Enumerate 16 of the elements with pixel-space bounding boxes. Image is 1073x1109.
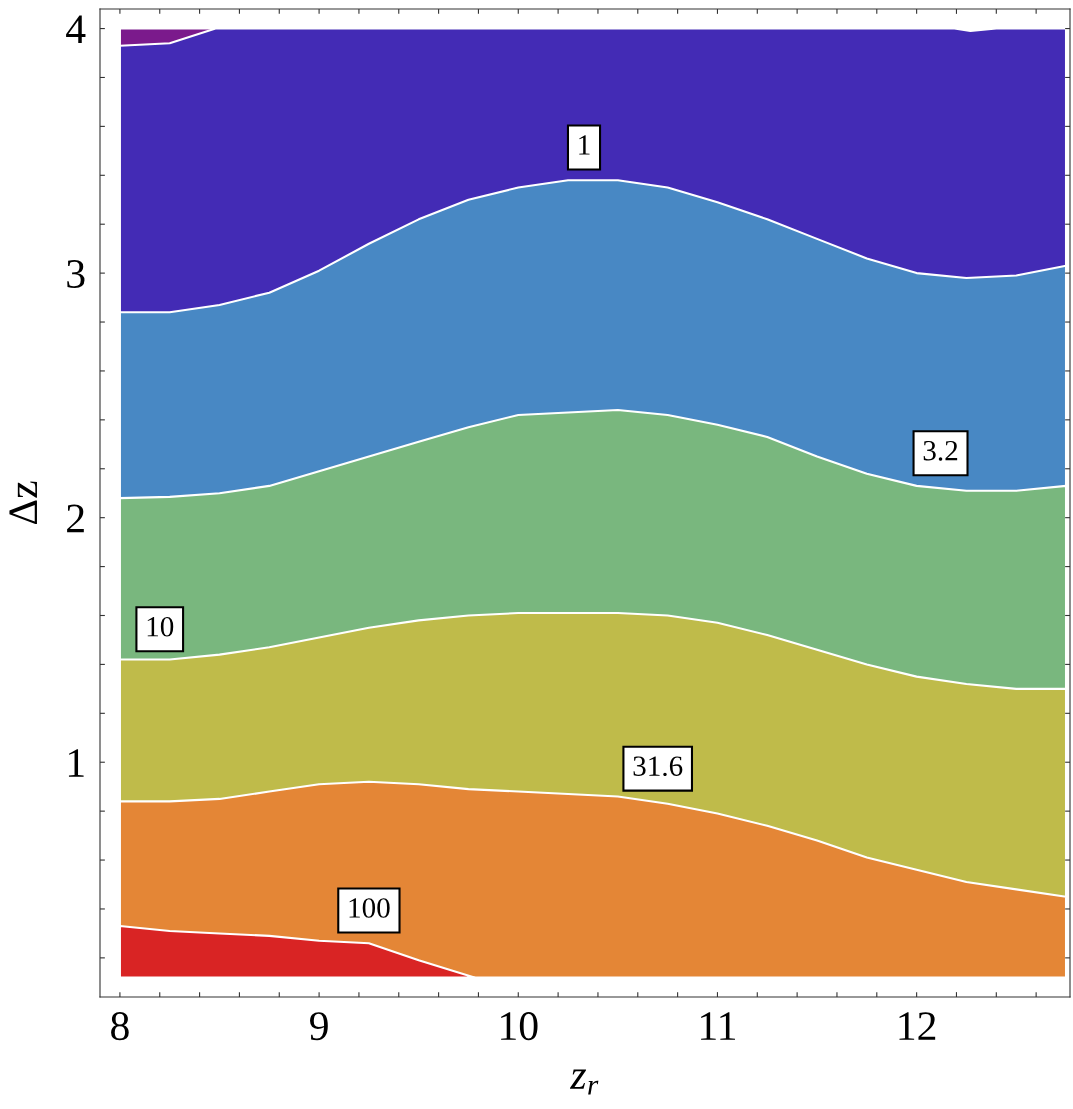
y-tick-label: 3: [67, 259, 85, 288]
y-axis-title: Δz: [9, 481, 37, 525]
y-tick-label: 2: [67, 504, 84, 533]
annotation: 1: [579, 135, 590, 155]
annotation: 10: [147, 616, 174, 637]
annotation: 100: [349, 898, 390, 918]
x-tick-label: 10: [501, 1012, 538, 1041]
x-tick-label: 9: [310, 1012, 328, 1041]
y-tick-label: 1: [68, 749, 84, 777]
annotation: 31.6: [633, 756, 683, 777]
x-tick-label: 8: [111, 1012, 129, 1041]
x-tick-label: 11: [701, 1012, 736, 1040]
annotation: 3.2: [923, 440, 958, 461]
x-tick-label: 12: [899, 1012, 936, 1040]
y-tick-label: 4: [66, 15, 86, 44]
x-axis-title: z$_{r}$: [569, 1069, 599, 1095]
